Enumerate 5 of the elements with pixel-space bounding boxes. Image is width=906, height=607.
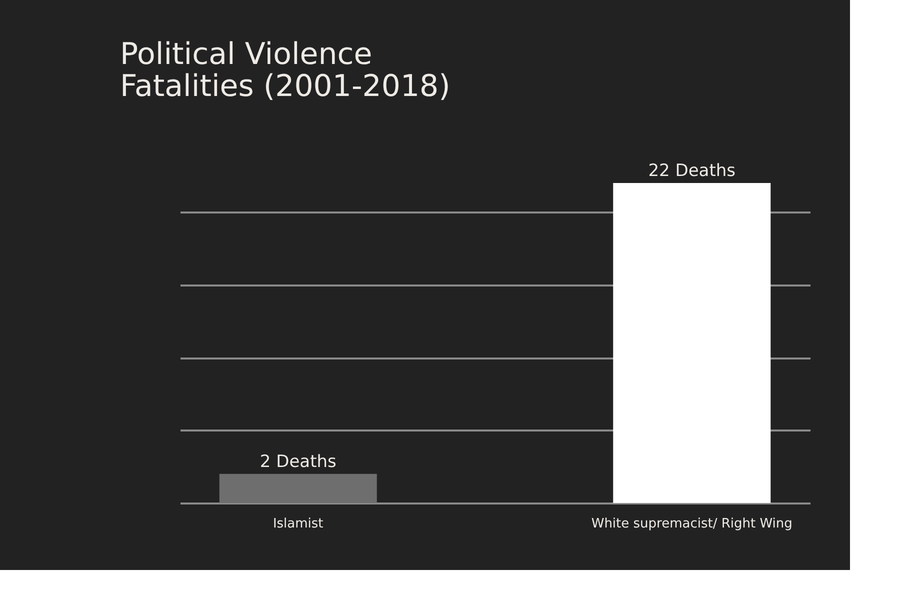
x-tick-label: Islamist (272, 516, 324, 532)
data-label: 22 Deaths (648, 161, 736, 181)
data-label: 2 Deaths (260, 452, 337, 472)
x-tick-label: White supremacist/ Right Wing (591, 516, 792, 532)
chart-title: Political Violence Fatalities (2001-2018) (120, 37, 450, 104)
